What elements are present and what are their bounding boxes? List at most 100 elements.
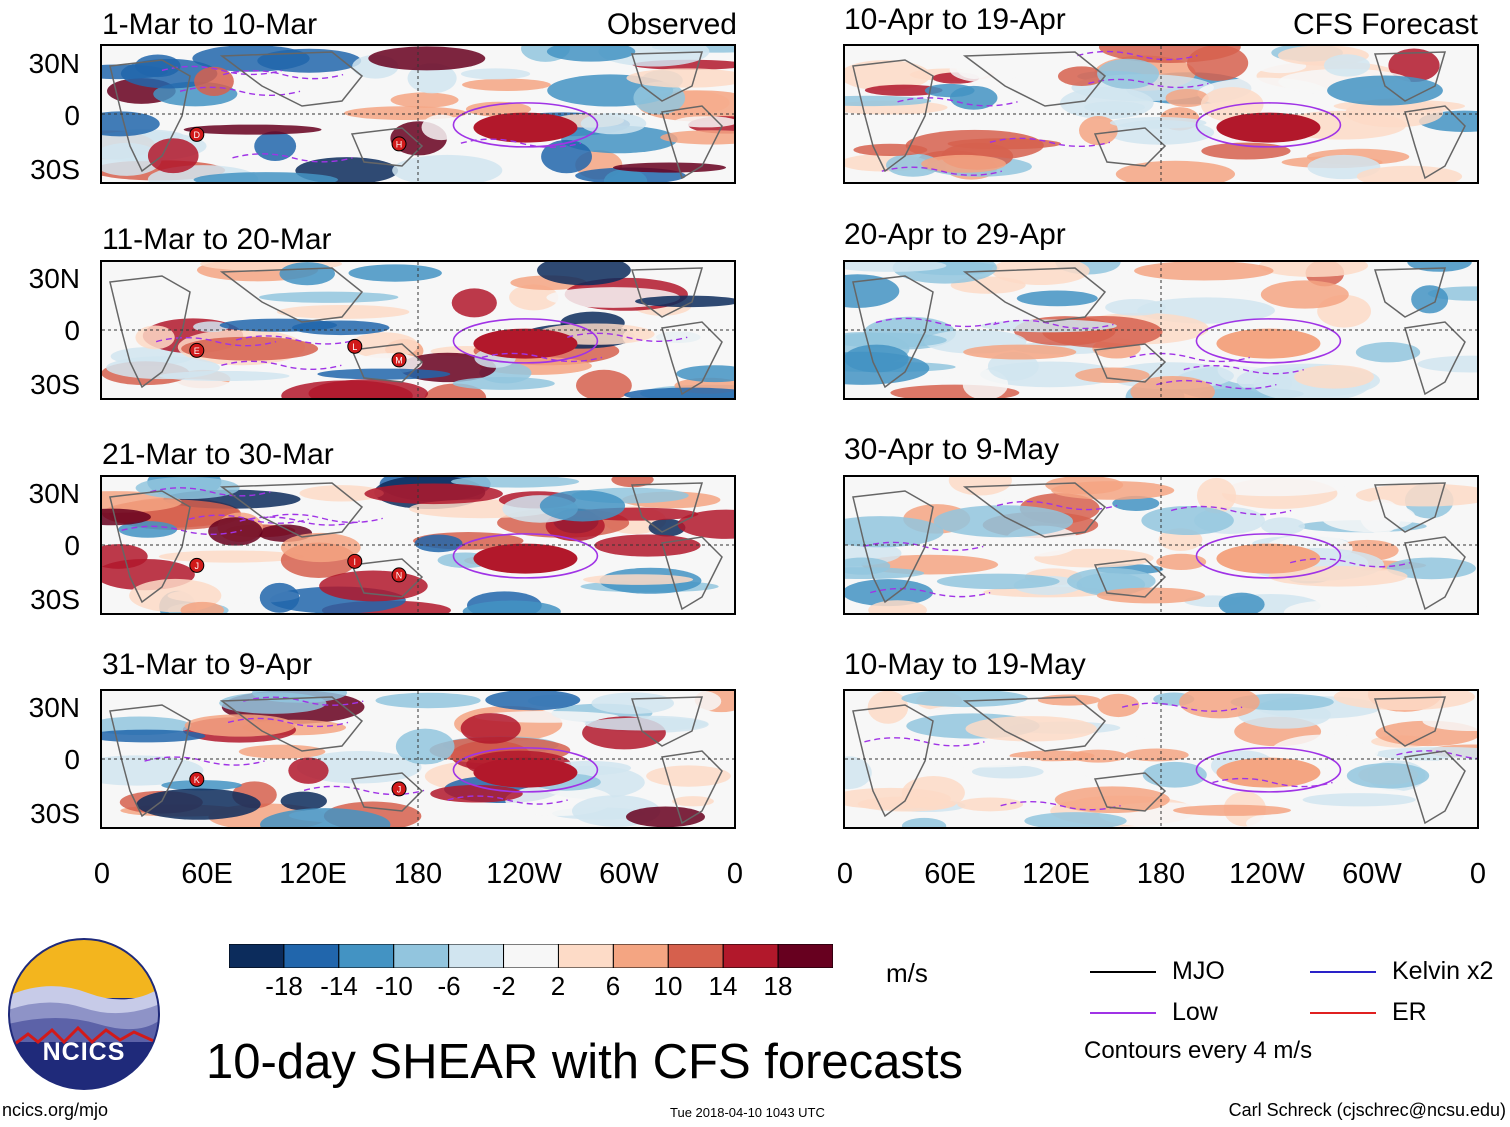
legend-label-mjo: MJO xyxy=(1172,957,1225,985)
low-contour-dashed xyxy=(150,487,271,497)
continent-outline xyxy=(109,275,191,389)
continent-outline xyxy=(109,59,191,173)
continent-outline xyxy=(219,267,364,323)
continent-outline xyxy=(962,51,1107,107)
shear-blob xyxy=(541,139,592,174)
shear-blob xyxy=(181,336,319,361)
footer-author: Carl Schreck (cjschrec@ncsu.edu) xyxy=(1228,1100,1506,1120)
shear-blob xyxy=(1407,262,1472,272)
shear-blob xyxy=(845,567,925,580)
shear-blob xyxy=(1258,262,1368,278)
legend-line-kelvin xyxy=(1310,971,1376,973)
low-contour xyxy=(452,102,599,148)
colorbar-bin-9 xyxy=(667,943,724,969)
x-tick-left-120e: 120E xyxy=(279,858,347,890)
map-panel-6 xyxy=(843,260,1479,400)
cb-tick-5: -2 xyxy=(492,971,516,1001)
legend-label-kelvin: Kelvin x2 xyxy=(1392,957,1494,985)
shear-blob xyxy=(947,138,1062,150)
cb-tick-4: -6 xyxy=(437,971,461,1001)
shear-blob xyxy=(921,154,1006,173)
low-contour-dashed xyxy=(1156,379,1277,390)
low-contour xyxy=(452,533,599,579)
continent-outline xyxy=(1404,536,1466,611)
cb-tick-7: 6 xyxy=(605,971,621,1001)
low-contour-dashed xyxy=(567,332,688,342)
shear-blob xyxy=(925,756,1043,768)
shear-blob xyxy=(421,114,462,141)
shear-blob xyxy=(845,516,944,548)
shear-blob xyxy=(1246,812,1315,827)
shear-blob xyxy=(102,729,206,743)
shear-blob xyxy=(1199,477,1346,497)
low-contour xyxy=(452,318,599,364)
y-tick-eq-1: 0 xyxy=(64,100,80,131)
shear-blob xyxy=(460,68,531,80)
shear-blob xyxy=(395,728,455,765)
shear-blob xyxy=(584,717,708,731)
shear-blob xyxy=(853,143,928,157)
shear-blob xyxy=(288,757,329,784)
continent-outline xyxy=(630,482,704,533)
shear-blob xyxy=(1124,748,1189,762)
panel-title-5: 10-Apr to 19-Apr xyxy=(844,3,1066,36)
shear-blob xyxy=(1084,101,1146,114)
shear-blob xyxy=(392,154,503,182)
svg-text:J: J xyxy=(397,784,402,794)
shear-blob xyxy=(102,111,160,137)
low-contour-dashed xyxy=(144,756,265,766)
shear-blob xyxy=(299,485,384,502)
low-contour-dashed xyxy=(227,717,349,728)
footer-url[interactable]: ncics.org/mjo xyxy=(2,1100,109,1120)
shear-blob xyxy=(375,692,481,709)
shear-blob xyxy=(845,332,947,348)
x-tick-left-0: 0 xyxy=(93,858,111,890)
shear-blob xyxy=(868,600,927,613)
shear-blob xyxy=(349,332,419,359)
map-panel-2: E M L xyxy=(100,260,736,400)
shear-blob xyxy=(147,138,199,174)
y-tick-30s-4: 30S xyxy=(30,798,80,829)
x-tick-right-60e: 60E xyxy=(924,858,976,890)
svg-text:N: N xyxy=(396,570,403,580)
shear-blob xyxy=(254,131,297,162)
shear-blob xyxy=(1075,367,1150,383)
shear-blob xyxy=(901,691,1028,708)
shear-blob xyxy=(184,714,296,737)
continent-outline xyxy=(630,51,704,102)
legend-label-low: Low xyxy=(1172,998,1218,1026)
shear-blob xyxy=(1293,742,1375,753)
low-contour-dashed xyxy=(863,541,984,552)
shear-blob xyxy=(1323,54,1371,77)
shear-core-east-pacific xyxy=(473,112,578,143)
shear-blob xyxy=(546,46,636,62)
shear-blob xyxy=(676,365,734,383)
map-panel-5 xyxy=(843,44,1479,184)
y-tick-30n-1: 30N xyxy=(28,48,80,79)
footer-timestamp: Tue 2018-04-10 1043 UTC xyxy=(670,1105,825,1120)
shear-blob xyxy=(183,124,322,135)
shear-blob xyxy=(451,288,497,318)
shear-blob xyxy=(1179,691,1260,719)
shear-blob xyxy=(1218,592,1265,613)
shear-core-east-pacific xyxy=(1216,112,1321,143)
cb-tick-10: 18 xyxy=(763,971,793,1001)
shear-blob xyxy=(1200,86,1264,122)
continent-outline xyxy=(109,704,191,818)
low-contour-dashed xyxy=(155,336,277,347)
shear-blob xyxy=(845,95,932,107)
cb-tick-6: 2 xyxy=(550,971,566,1001)
shear-blob xyxy=(194,66,234,96)
y-tick-30n-3: 30N xyxy=(28,478,80,509)
shear-blob xyxy=(612,162,727,173)
contour-note: Contours every 4 m/s xyxy=(1084,1037,1313,1064)
shear-blob xyxy=(251,691,348,703)
panel-title-3: 21-Mar to 30-Mar xyxy=(102,438,334,471)
shear-blob xyxy=(1378,798,1477,827)
shear-blob xyxy=(1165,88,1209,108)
shear-blob xyxy=(957,797,1024,812)
continent-outline xyxy=(1373,482,1447,533)
y-tick-eq-3: 0 xyxy=(64,530,80,561)
